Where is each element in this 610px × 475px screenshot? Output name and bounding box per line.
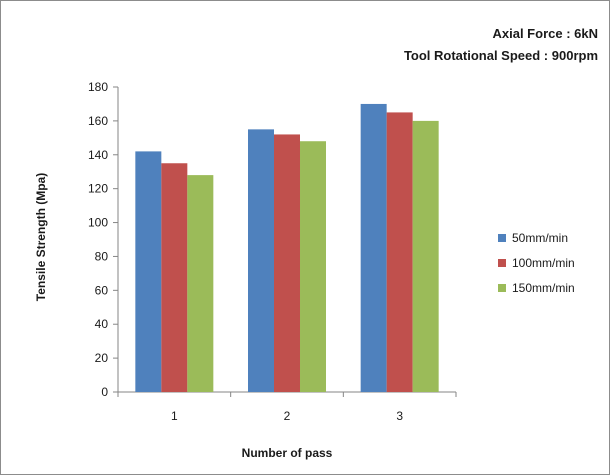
y-tick-label: 0 [101,385,108,399]
legend: 50mm/min 100mm/min 150mm/min [498,231,575,295]
y-tick-label: 160 [88,114,108,128]
x-tick-label: 3 [396,409,403,423]
x-axis-title: Number of pass [242,446,333,460]
bar [300,141,326,392]
legend-label: 150mm/min [512,281,575,295]
legend-label: 50mm/min [512,231,568,245]
bar [248,129,274,392]
y-tick-label: 60 [95,283,109,297]
legend-label: 100mm/min [512,256,575,270]
bar [386,112,413,393]
plot-area: 0 20 40 60 80 100 120 140 160 180 1 2 3 [88,80,457,423]
y-tick-label: 100 [88,216,108,230]
bar [161,163,188,392]
x-tick-label: 2 [284,409,291,423]
y-tick-label: 40 [95,317,109,331]
y-tick-label: 140 [88,148,108,162]
x-tick-label: 1 [171,409,178,423]
y-tick-label: 180 [88,80,108,94]
annotation-axial-force: Axial Force : 6kN [493,26,599,41]
bar [274,134,300,392]
y-tick-label: 80 [95,249,109,263]
bar [135,151,162,392]
bar [412,120,439,392]
legend-swatch [498,259,506,267]
legend-swatch [498,284,506,292]
bar [187,175,214,392]
y-tick-label: 120 [88,182,108,196]
y-tick-label: 20 [95,351,109,365]
bar [360,103,387,392]
legend-swatch [498,234,506,242]
y-axis-title: Tensile Strength (Mpa) [34,173,48,301]
annotation-tool-speed: Tool Rotational Speed : 900rpm [404,48,598,63]
